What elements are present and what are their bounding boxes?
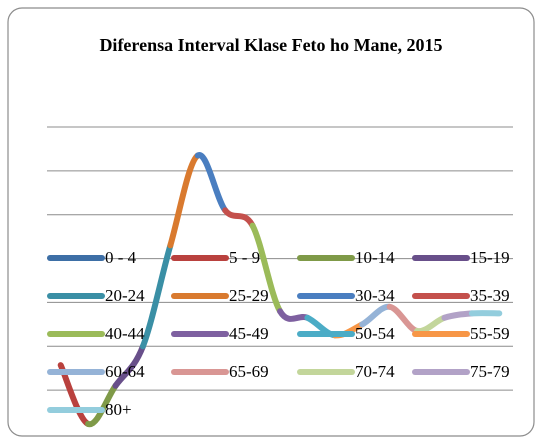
legend-label: 60-64: [105, 362, 145, 381]
line-segment: [167, 152, 201, 249]
line-segment: [112, 343, 146, 389]
chart-title: Diferensa Interval Klase Feto ho Mane, 2…: [99, 35, 443, 55]
chart-frame: [7, 7, 535, 437]
legend-label: 35-39: [470, 286, 510, 305]
legend-label: 70-74: [355, 362, 395, 381]
legend-label: 50-54: [355, 324, 395, 343]
line-segment: [222, 207, 256, 229]
legend-label: 40-44: [105, 324, 145, 343]
legend-label: 20-24: [105, 286, 145, 305]
legend-label: 75-79: [470, 362, 510, 381]
legend-label: 80+: [105, 400, 132, 419]
legend-label: 0 - 4: [105, 248, 137, 267]
legend-label: 45-49: [229, 324, 269, 343]
legend-label: 25-29: [229, 286, 269, 305]
legend-label: 15-19: [470, 248, 510, 267]
legend-label: 65-69: [229, 362, 269, 381]
legend-label: 30-34: [355, 286, 395, 305]
legend-label: 5 - 9: [229, 248, 260, 267]
line-segment: [194, 152, 229, 214]
line-segment: [249, 222, 283, 315]
legend-label: 10-14: [355, 248, 395, 267]
legend-label: 55-59: [470, 324, 510, 343]
line-segment: [57, 362, 92, 427]
line-segment: [139, 242, 174, 350]
